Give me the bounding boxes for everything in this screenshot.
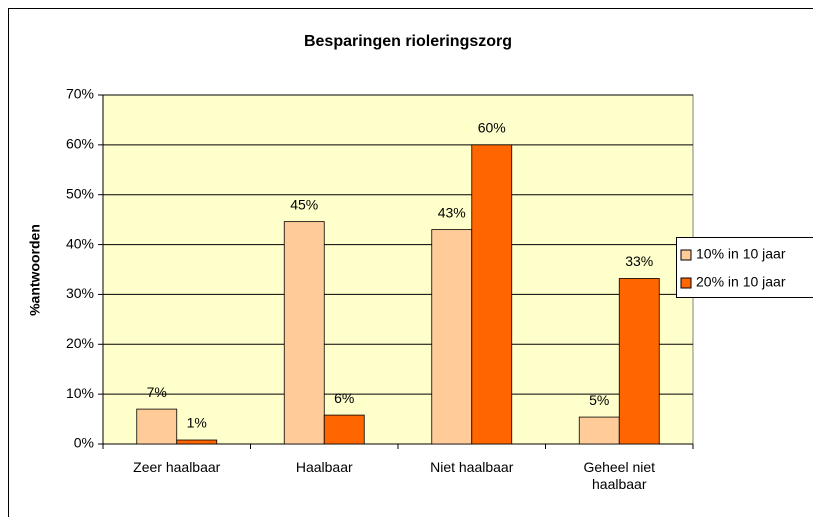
- y-tick-label: 50%: [66, 185, 94, 201]
- x-tick-label: Geheel niet haalbaar: [583, 459, 656, 492]
- data-label: 1%: [187, 415, 207, 431]
- bar: [471, 144, 513, 445]
- x-tick-label: Zeer haalbaar: [133, 459, 221, 475]
- legend-box: [676, 237, 813, 298]
- y-tick-label: 30%: [66, 285, 94, 301]
- data-label: 6%: [334, 390, 354, 406]
- y-tick-label: 0%: [74, 435, 94, 451]
- y-tick-label: 10%: [66, 385, 94, 401]
- y-axis-label: %antwoorden: [27, 224, 43, 316]
- bar: [136, 408, 178, 445]
- legend-label: 20% in 10 jaar: [696, 274, 786, 290]
- chart-title: Besparingen rioleringszorg: [304, 33, 512, 50]
- data-label: 60%: [478, 120, 506, 136]
- bar: [323, 414, 365, 445]
- y-tick-label: 20%: [66, 335, 94, 351]
- data-label: 33%: [625, 253, 653, 269]
- bar: [431, 229, 473, 445]
- data-label: 5%: [589, 392, 609, 408]
- legend-label: 10% in 10 jaar: [696, 246, 786, 262]
- legend-swatch: [680, 249, 692, 261]
- bar: [283, 221, 325, 445]
- data-label: 7%: [147, 384, 167, 400]
- y-tick-label: 70%: [66, 86, 94, 102]
- x-tick-label: Haalbaar: [295, 459, 353, 475]
- bar: [578, 416, 620, 445]
- x-tick-label: Niet haalbaar: [430, 459, 514, 475]
- plot-area: [102, 94, 694, 445]
- legend-swatch: [680, 277, 692, 289]
- bar: [176, 439, 218, 445]
- y-tick-label: 60%: [66, 136, 94, 152]
- y-tick-label: 40%: [66, 235, 94, 251]
- data-label: 45%: [290, 196, 318, 212]
- bar: [618, 278, 660, 445]
- data-label: 43%: [438, 204, 466, 220]
